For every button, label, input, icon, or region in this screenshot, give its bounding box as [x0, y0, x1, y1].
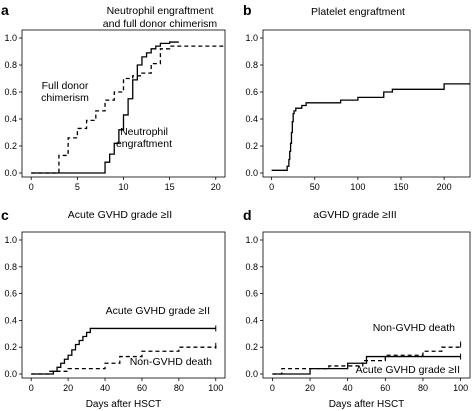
x-tick-label: 0 — [29, 383, 34, 393]
y-tick-label: 0.4 — [245, 315, 258, 325]
x-tick-label: 100 — [453, 383, 468, 393]
annotation-non-gvhd-label: Non-GVHD death — [373, 322, 455, 334]
x-tick-label: 50 — [310, 182, 320, 192]
x-tick-label: 20 — [63, 383, 73, 393]
y-tick-label: 0.4 — [4, 315, 17, 325]
y-tick-label: 0.0 — [245, 369, 258, 379]
y-tick-label: 0.8 — [4, 262, 17, 272]
x-tick-label: 40 — [100, 383, 110, 393]
panel-letter: c — [1, 207, 9, 223]
annotation-non-gvhd-label: Non-GVHD death — [130, 356, 212, 368]
panel-letter: b — [243, 2, 252, 18]
y-tick-label: 1.0 — [245, 235, 258, 245]
y-tick-label: 0.4 — [245, 114, 258, 124]
x-tick-label: 60 — [137, 383, 147, 393]
y-tick-label: 1.0 — [4, 33, 17, 43]
series-agvhd-ge3 — [272, 355, 461, 375]
y-tick-label: 0.8 — [245, 60, 258, 70]
panel-c: c Acute GVHD grade ≥II 0.0 0.2 0.4 0.6 0.8 1.0 0… — [1, 207, 226, 410]
x-tick-label: 60 — [380, 383, 390, 393]
y-tick-label: 0.8 — [245, 262, 258, 272]
series-platelet — [271, 83, 470, 171]
annotation-full-donor-chimerism-label: chimerism — [41, 92, 89, 104]
x-tick-label: 150 — [393, 182, 408, 192]
panel-title: Platelet engraftment — [311, 6, 405, 18]
y-tick-label: 0.6 — [245, 289, 258, 299]
x-tick-label: 0 — [270, 383, 275, 393]
panel-b: b Platelet engraftment 0.0 0.2 0.4 0.6 0.8 1.0 0… — [243, 2, 471, 192]
series-non-gvhd-death — [272, 344, 462, 375]
annotation-acute-gvhd-label: Acute GVHD grade ≥II — [356, 364, 460, 376]
series-neutrophil — [31, 41, 179, 174]
panel-d: d aGVHD grade ≥III 0.0 0.2 0.4 0.6 0.8 1.0 0 20 40… — [243, 207, 471, 410]
y-tick-label: 0.0 — [4, 168, 17, 178]
y-tick-label: 0.2 — [4, 141, 17, 151]
y-tick-label: 0.2 — [245, 342, 258, 352]
x-tick-label: 80 — [418, 383, 428, 393]
y-tick-label: 0.2 — [245, 141, 258, 151]
x-tick-label: 10 — [118, 182, 128, 192]
panel-title: and full donor chimerism — [103, 18, 218, 30]
y-tick-label: 0.0 — [4, 369, 17, 379]
series-non-gvhd-death — [31, 345, 217, 375]
series-full-donor-chimerism — [31, 45, 225, 174]
x-tick-label: 20 — [211, 182, 221, 192]
y-tick-label: 0.0 — [245, 168, 258, 178]
annotation-neutrophil-label: Neutrophil — [120, 126, 168, 138]
panel-title: Acute GVHD grade ≥II — [68, 209, 172, 221]
plot-frame — [21, 231, 226, 379]
y-tick-label: 0.6 — [245, 87, 258, 97]
x-tick-label: 20 — [305, 383, 315, 393]
y-tick-label: 0.6 — [4, 87, 17, 97]
y-tick-label: 0.4 — [4, 114, 17, 124]
x-tick-label: 80 — [174, 383, 184, 393]
plot-frame — [262, 29, 471, 178]
x-tick-label: 40 — [343, 383, 353, 393]
panel-letter: d — [243, 207, 252, 223]
panel-title: aGVHD grade ≥III — [313, 209, 396, 221]
x-tick-label: 5 — [75, 182, 80, 192]
y-tick-label: 1.0 — [245, 33, 258, 43]
y-tick-label: 0.2 — [4, 342, 17, 352]
annotation-acute-gvhd-label: Acute GVHD grade ≥II — [106, 305, 210, 317]
series-acute-gvhd-ge2 — [31, 327, 216, 375]
x-axis-label: Days after HSCT — [86, 399, 162, 410]
annotation-full-donor-chimerism-label: Full donor — [42, 80, 89, 92]
plot-frame — [262, 231, 471, 379]
panel-letter: a — [1, 2, 9, 18]
x-tick-label: 0 — [269, 182, 274, 192]
x-tick-label: 100 — [350, 182, 365, 192]
x-axis-label: Days after HSCT — [329, 399, 405, 410]
x-tick-label: 0 — [29, 182, 34, 192]
y-tick-label: 1.0 — [4, 235, 17, 245]
y-tick-label: 0.8 — [4, 60, 17, 70]
panel-title: Neutrophil engraftment — [107, 5, 214, 17]
y-tick-label: 0.6 — [4, 289, 17, 299]
x-tick-label: 15 — [165, 182, 175, 192]
annotation-neutrophil-label: engraftment — [116, 138, 172, 150]
x-tick-label: 200 — [437, 182, 452, 192]
x-tick-label: 100 — [208, 383, 223, 393]
